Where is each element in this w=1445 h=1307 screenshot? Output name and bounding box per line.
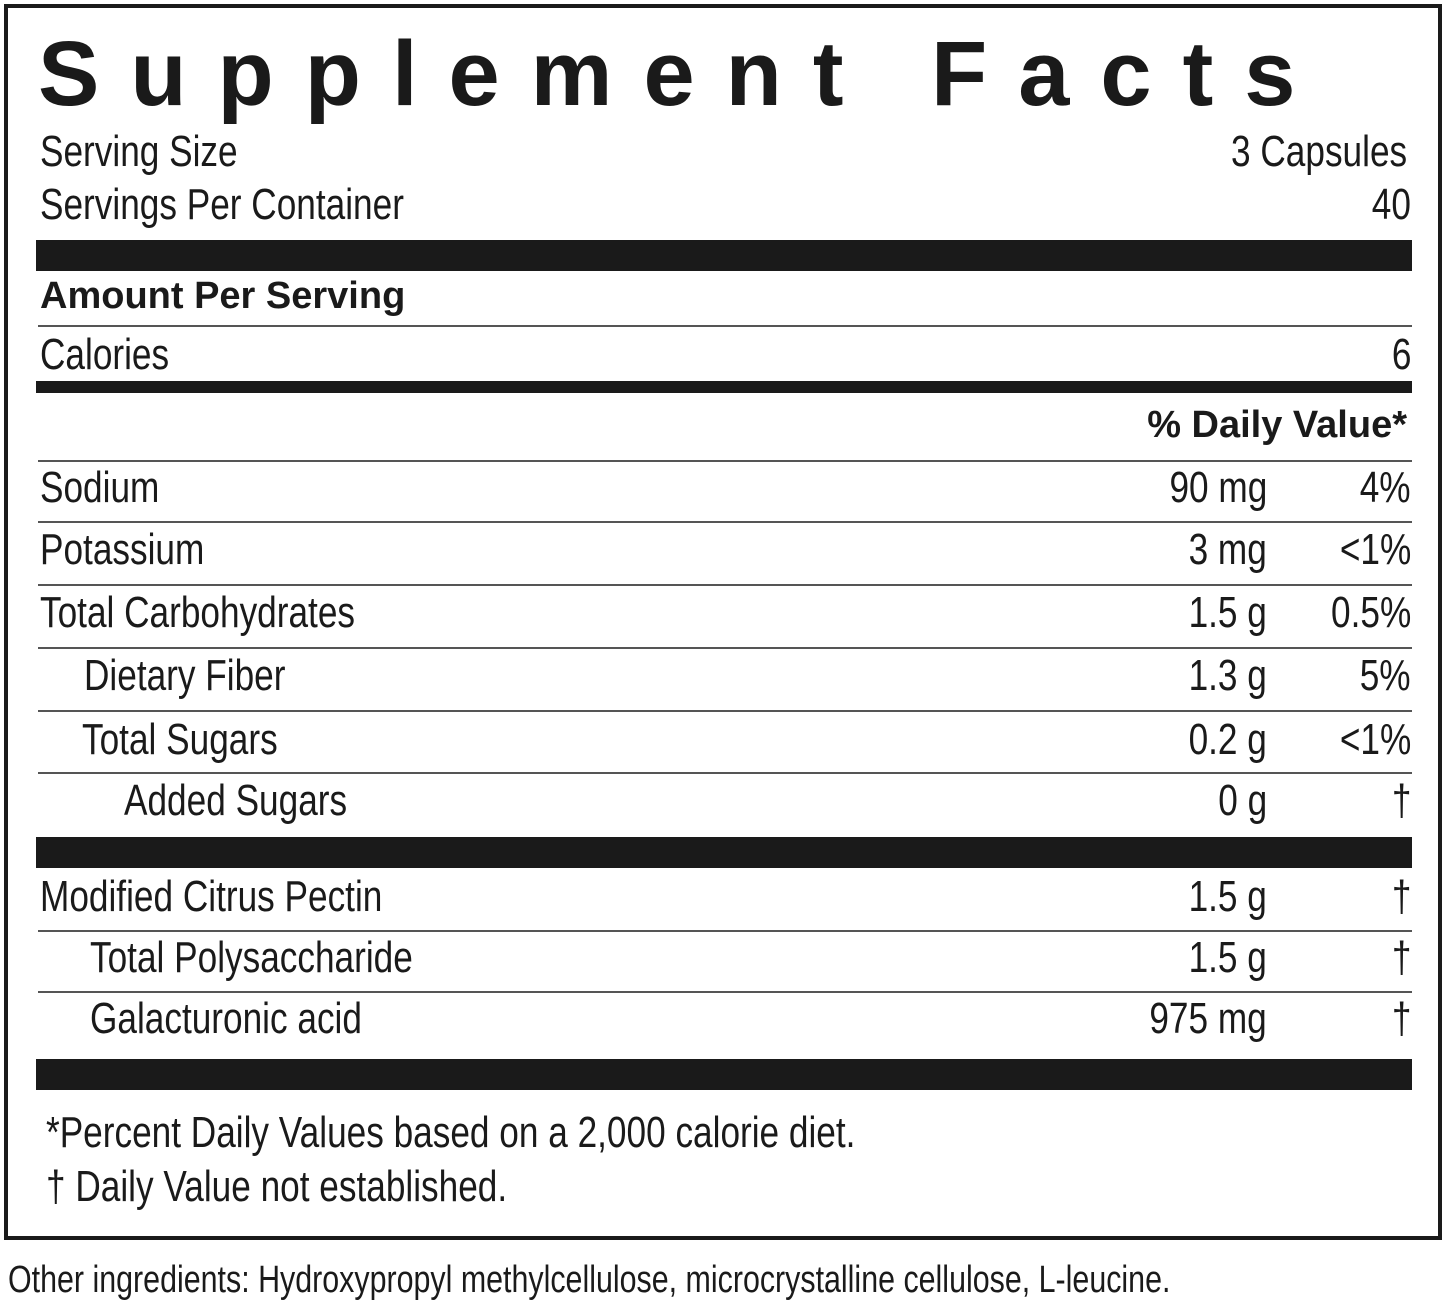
- row-name: Modified Citrus Pectin: [40, 872, 383, 921]
- footnote: † Daily Value not established.: [46, 1162, 508, 1211]
- rule: [38, 521, 1412, 523]
- row-amount: 1.3 g: [1188, 651, 1267, 700]
- row-daily-value: †: [1391, 933, 1411, 982]
- other-ingredients: Other ingredients: Hydroxypropyl methylc…: [8, 1259, 1171, 1301]
- daily-value-header: % Daily Value*: [1147, 404, 1407, 446]
- serving-size-label: Serving Size: [40, 127, 238, 176]
- row-amount: 3 mg: [1188, 525, 1267, 574]
- row-name: Galacturonic acid: [90, 994, 362, 1043]
- row-name: Potassium: [40, 525, 205, 574]
- row-name: Total Polysaccharide: [90, 933, 413, 982]
- row-name: Added Sugars: [124, 776, 348, 825]
- footnote: *Percent Daily Values based on a 2,000 c…: [46, 1108, 856, 1157]
- row-name: Total Carbohydrates: [40, 588, 356, 637]
- row-amount: 90 mg: [1169, 463, 1267, 512]
- thick-rule: [36, 837, 1412, 868]
- row-daily-value: <1%: [1339, 525, 1411, 574]
- row-daily-value: †: [1391, 994, 1411, 1043]
- rule: [38, 584, 1412, 586]
- calories-value: 6: [1391, 330, 1411, 379]
- facts-panel: [4, 4, 1442, 1240]
- row-amount: 1.5 g: [1188, 872, 1267, 921]
- row-amount: 975 mg: [1149, 994, 1267, 1043]
- row-amount: 0 g: [1218, 776, 1267, 825]
- thick-rule: [36, 1059, 1412, 1090]
- rule: [38, 772, 1412, 774]
- amount-per-serving: Amount Per Serving: [40, 275, 406, 317]
- rule: [38, 930, 1412, 932]
- row-daily-value: †: [1391, 872, 1411, 921]
- serving-size-value: 3 Capsules: [1230, 127, 1407, 176]
- row-name: Dietary Fiber: [84, 651, 286, 700]
- rule: [38, 460, 1412, 462]
- rule: [38, 647, 1412, 649]
- title: Supplement Facts: [38, 23, 1327, 125]
- row-daily-value: <1%: [1339, 715, 1411, 764]
- row-daily-value: 4%: [1360, 463, 1411, 512]
- row-name: Total Sugars: [82, 715, 278, 764]
- row-daily-value: 5%: [1360, 651, 1411, 700]
- row-amount: 0.2 g: [1188, 715, 1267, 764]
- rule: [38, 710, 1412, 712]
- row-amount: 1.5 g: [1188, 933, 1267, 982]
- medium-rule: [36, 381, 1412, 393]
- row-name: Sodium: [40, 463, 160, 512]
- row-daily-value: †: [1391, 776, 1411, 825]
- row-amount: 1.5 g: [1188, 588, 1267, 637]
- rule: [38, 991, 1412, 993]
- thick-rule: [36, 240, 1412, 271]
- row-daily-value: 0.5%: [1330, 588, 1411, 637]
- calories-label: Calories: [40, 330, 170, 379]
- servings-value: 40: [1371, 180, 1411, 229]
- servings-label: Servings Per Container: [40, 180, 404, 229]
- rule: [38, 325, 1412, 327]
